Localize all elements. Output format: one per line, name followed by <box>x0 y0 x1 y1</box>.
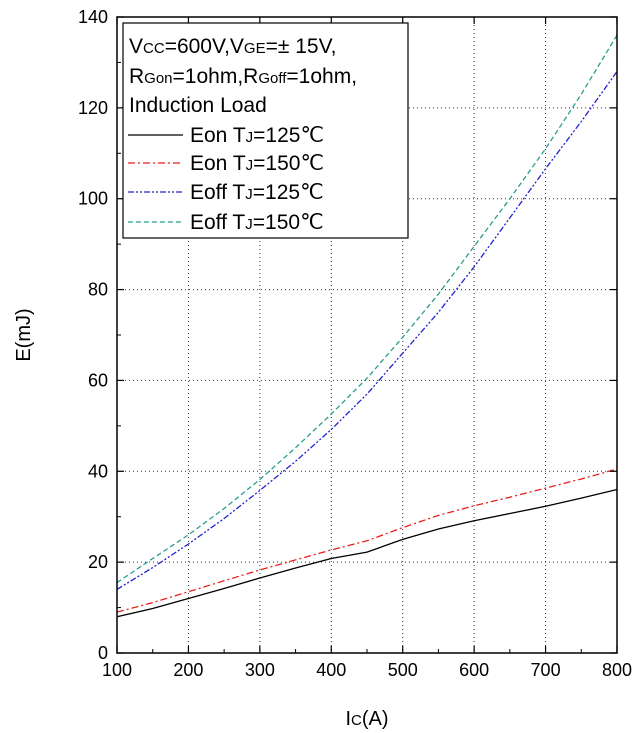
series-lines <box>116 34 618 618</box>
legend-box <box>122 22 409 239</box>
x-tick-label: 400 <box>316 660 346 680</box>
y-tick-label: 120 <box>78 98 108 118</box>
y-tick-label: 80 <box>88 280 108 300</box>
legend-entry-label: Eon TJ=150℃ <box>190 152 324 175</box>
x-tick-label: 200 <box>173 660 203 680</box>
x-tick-label: 800 <box>602 660 632 680</box>
axes: 100 200 300 400 500 600 700 800 0 20 40 60 80 100 120 1… <box>13 7 632 730</box>
legend-condition-line: Induction Load <box>129 94 267 117</box>
y-tick-label: 140 <box>78 7 108 27</box>
y-tick-label: 0 <box>98 643 108 663</box>
y-axis-title: E(mJ) <box>13 308 35 361</box>
x-tick-label: 500 <box>388 660 418 680</box>
y-tick-label: 100 <box>78 189 108 209</box>
grid-lines <box>117 17 617 653</box>
series-line-3 <box>116 71 618 590</box>
legend-condition-line: RGon=1ohm,RGoff=1ohm, <box>129 65 357 88</box>
legend: VCC=600V,VGE=± 15V, RGon=1ohm,RGoff=1ohm,… <box>122 22 409 239</box>
x-tick-label: 700 <box>531 660 561 680</box>
series-line-2 <box>116 468 618 613</box>
y-tick-label: 20 <box>88 552 108 572</box>
x-tick-label: 300 <box>245 660 275 680</box>
series-line-1 <box>116 488 618 618</box>
legend-entry-label: Eoff TJ=125℃ <box>190 181 324 204</box>
x-axis-title: IC(A) <box>345 708 388 730</box>
x-tick-label: 600 <box>459 660 489 680</box>
legend-entry-label: Eoff TJ=150℃ <box>190 211 324 234</box>
y-tick-label: 60 <box>88 370 108 390</box>
series-line-4 <box>116 34 618 584</box>
legend-condition-line: VCC=600V,VGE=± 15V, <box>129 35 337 58</box>
legend-entry-label: Eon TJ=125℃ <box>190 124 324 147</box>
y-tick-label: 40 <box>88 461 108 481</box>
x-tick-label: 100 <box>102 660 132 680</box>
